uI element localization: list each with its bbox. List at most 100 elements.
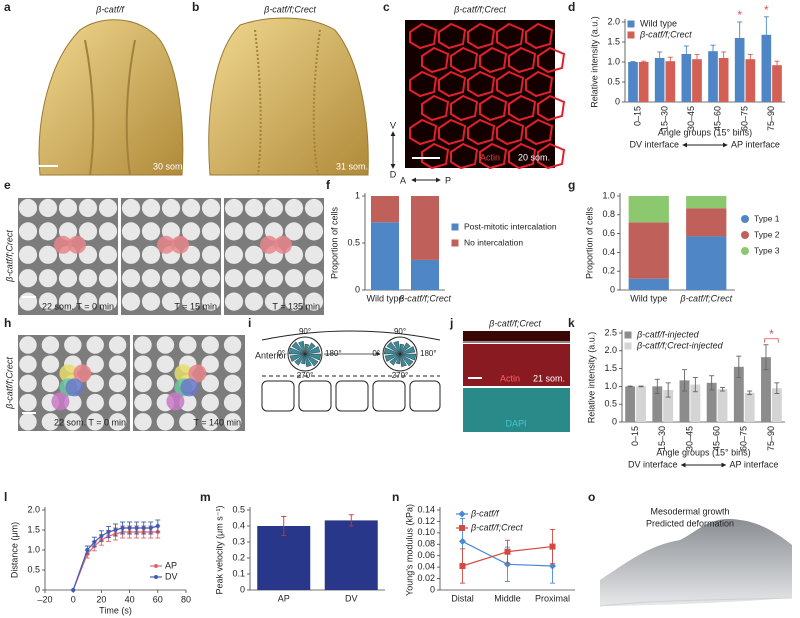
bar	[745, 59, 756, 102]
panel-letter: i	[248, 316, 251, 330]
rose-petal	[389, 353, 401, 366]
tissue-outline	[261, 330, 441, 341]
rose-petal	[399, 346, 416, 355]
y-tick-label: 0.3	[232, 536, 245, 546]
cell	[134, 374, 152, 393]
cell-outline	[450, 46, 479, 74]
error-bar	[641, 60, 647, 64]
error-bar	[763, 16, 769, 54]
legend-label: Type 3	[754, 245, 780, 255]
cell-outline	[409, 118, 438, 146]
cell	[78, 198, 98, 218]
rose-petal	[304, 353, 319, 367]
cell-outline	[450, 142, 479, 170]
x-axis-label: Angle groups (15° bins)	[658, 127, 752, 137]
cell	[78, 222, 98, 241]
cell	[41, 355, 60, 373]
angle-label: 90°	[299, 327, 311, 336]
cell	[134, 336, 152, 354]
bar	[663, 389, 674, 422]
y-axis-label: Peak velocity (μm s⁻¹)	[214, 506, 224, 595]
panel-letter: e	[4, 178, 11, 192]
stain-label: DAPI	[505, 418, 526, 428]
rose-petal	[386, 341, 401, 355]
caption: Predicted deformation	[646, 518, 734, 528]
cell	[64, 336, 82, 354]
tracked-cell	[157, 235, 175, 254]
rose-petal	[304, 346, 321, 355]
bar	[665, 61, 676, 102]
cell	[181, 198, 201, 218]
y-tick-label: 1.0	[602, 190, 615, 200]
legend-marker	[154, 575, 158, 579]
y-tick-label: 0.5	[347, 237, 360, 247]
image-strip	[463, 331, 570, 343]
cell	[108, 374, 127, 393]
bar	[628, 62, 638, 102]
significance-bracket	[764, 338, 779, 343]
cell	[98, 245, 118, 264]
y-tick-label: 1.5	[604, 363, 617, 373]
cell	[134, 355, 152, 373]
stage-label: 31 som.	[336, 161, 368, 171]
y-tick-label: 0.4	[232, 520, 245, 530]
rose-petal	[300, 353, 306, 365]
tracked-cell	[73, 364, 92, 383]
legend-swatch	[627, 31, 635, 39]
cell	[201, 393, 219, 412]
legend-swatch	[741, 231, 749, 239]
cell-outline	[496, 118, 525, 146]
marker	[549, 543, 556, 550]
y-tick-label: 1.0	[27, 544, 40, 554]
cell	[201, 292, 221, 311]
tracked-cell	[51, 392, 70, 411]
x-axis-label: Angle groups (15° bins)	[656, 447, 750, 457]
cell	[284, 198, 304, 218]
bar	[625, 386, 636, 422]
side-label: β-catf/f;Crect	[4, 357, 14, 410]
cell	[261, 380, 295, 412]
cell	[78, 269, 98, 288]
cell	[223, 374, 242, 393]
y-axis-label: Distance (μm)	[9, 522, 19, 578]
time-lapse: 22 som. T = 0 min T = 140 min	[18, 335, 245, 431]
cell	[224, 245, 244, 264]
angle-label: 180°	[420, 349, 437, 358]
y-tick-label: 0.5	[232, 504, 245, 514]
x-tick-label: 60–75	[739, 106, 749, 131]
stage-label: 30 som.	[153, 161, 185, 171]
bar	[654, 58, 665, 102]
x-axis-label: AP interface	[730, 459, 779, 469]
axis-label: D	[390, 169, 397, 179]
cell-outline	[438, 22, 467, 50]
bar-segment	[686, 208, 727, 237]
y-axis-label: Young's modulus (kPa)	[404, 504, 414, 596]
legend-label: β-catf/f-injected	[636, 329, 700, 339]
cell	[409, 380, 441, 412]
y-tick-label: 0	[615, 96, 620, 106]
y-tick-label: 1.0	[604, 381, 617, 391]
cell	[134, 393, 152, 412]
x-tick-label: Wild type	[630, 293, 667, 303]
x-tick-label: –20	[37, 594, 52, 604]
y-tick-label: 0.4	[602, 247, 615, 257]
marker	[141, 526, 146, 530]
marker	[113, 528, 118, 532]
cell	[284, 222, 304, 241]
cell	[244, 269, 264, 288]
error-bar	[747, 390, 753, 396]
x-tick-label: DV	[345, 593, 358, 603]
cell-outline	[508, 46, 537, 74]
cell	[86, 336, 104, 354]
x-tick-label: 75–90	[766, 426, 776, 451]
bar	[744, 392, 755, 422]
angle-label: 0°	[277, 349, 285, 358]
bar-segment	[371, 222, 399, 290]
bar-segment	[411, 196, 439, 260]
cell-outline	[537, 46, 566, 74]
rose-petal	[399, 353, 414, 367]
cell	[121, 222, 141, 241]
x-tick-label: 45–60	[713, 106, 723, 131]
cell-outline	[409, 70, 438, 98]
